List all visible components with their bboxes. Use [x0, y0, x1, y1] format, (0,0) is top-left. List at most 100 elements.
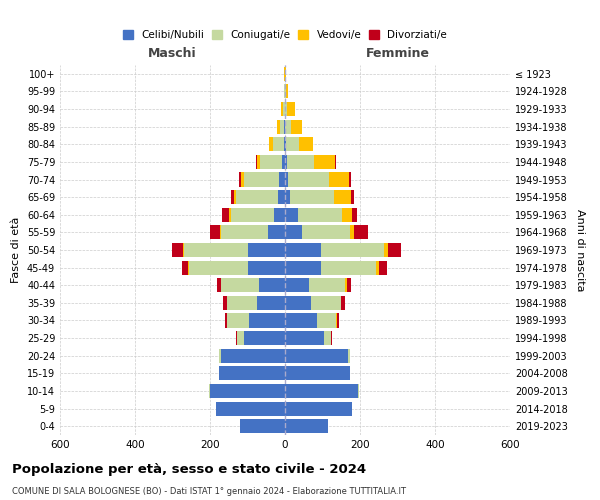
Bar	[285, 137, 286, 152]
Bar	[244, 172, 280, 186]
Bar	[343, 208, 352, 222]
Bar	[209, 226, 220, 239]
Bar	[268, 226, 285, 239]
Bar	[388, 243, 401, 257]
Bar	[273, 137, 284, 152]
Bar	[220, 366, 285, 380]
Bar	[230, 208, 274, 222]
Bar	[260, 155, 282, 169]
Text: Maschi: Maschi	[148, 46, 197, 60]
Bar	[314, 155, 335, 169]
Bar	[220, 226, 221, 239]
Bar	[285, 172, 288, 186]
Bar	[223, 296, 227, 310]
Bar	[217, 278, 221, 292]
Bar	[285, 384, 358, 398]
Bar	[349, 172, 351, 186]
Bar	[358, 384, 359, 398]
Bar	[285, 419, 328, 433]
Bar	[259, 278, 285, 292]
Bar	[284, 137, 285, 152]
Bar	[376, 260, 379, 274]
Bar	[236, 190, 277, 204]
Bar	[283, 102, 284, 116]
Bar	[281, 102, 283, 116]
Bar	[285, 402, 352, 415]
Bar	[290, 190, 334, 204]
Bar	[288, 172, 329, 186]
Text: COMUNE DI SALA BOLOGNESE (BO) - Dati ISTAT 1° gennaio 2024 - Elaborazione TUTTIT: COMUNE DI SALA BOLOGNESE (BO) - Dati IST…	[12, 488, 406, 496]
Bar	[222, 208, 229, 222]
Bar	[320, 260, 376, 274]
Bar	[236, 331, 237, 345]
Bar	[209, 384, 210, 398]
Bar	[341, 296, 345, 310]
Bar	[291, 120, 302, 134]
Bar	[345, 278, 347, 292]
Bar	[325, 331, 331, 345]
Bar	[257, 155, 260, 169]
Bar	[285, 155, 287, 169]
Bar	[352, 208, 358, 222]
Bar	[221, 226, 268, 239]
Bar	[241, 172, 244, 186]
Bar	[280, 172, 285, 186]
Bar	[285, 366, 349, 380]
Bar	[282, 155, 285, 169]
Bar	[285, 208, 298, 222]
Bar	[286, 102, 287, 116]
Bar	[274, 208, 285, 222]
Bar	[215, 402, 285, 415]
Bar	[347, 278, 350, 292]
Y-axis label: Fasce di età: Fasce di età	[11, 217, 21, 283]
Bar	[302, 226, 350, 239]
Bar	[320, 243, 383, 257]
Bar	[287, 102, 295, 116]
Bar	[221, 348, 285, 363]
Bar	[285, 348, 348, 363]
Bar	[383, 243, 388, 257]
Bar	[235, 190, 236, 204]
Bar	[237, 331, 244, 345]
Bar	[349, 366, 350, 380]
Bar	[285, 278, 310, 292]
Bar	[331, 331, 332, 345]
Bar	[285, 331, 325, 345]
Bar	[232, 190, 235, 204]
Bar	[172, 243, 182, 257]
Bar	[188, 260, 190, 274]
Text: Femmine: Femmine	[365, 46, 430, 60]
Bar	[298, 208, 343, 222]
Bar	[229, 208, 230, 222]
Bar	[227, 314, 250, 328]
Bar	[227, 296, 257, 310]
Bar	[220, 348, 221, 363]
Bar	[239, 172, 241, 186]
Bar	[269, 137, 273, 152]
Bar	[221, 278, 259, 292]
Bar	[348, 348, 350, 363]
Bar	[310, 278, 345, 292]
Bar	[287, 155, 314, 169]
Bar	[350, 190, 353, 204]
Bar	[210, 384, 285, 398]
Bar	[337, 314, 338, 328]
Legend: Celibi/Nubili, Coniugati/e, Vedovi/e, Divorziati/e: Celibi/Nubili, Coniugati/e, Vedovi/e, Di…	[119, 26, 451, 44]
Bar	[285, 260, 320, 274]
Bar	[311, 296, 341, 310]
Bar	[257, 296, 285, 310]
Bar	[329, 172, 349, 186]
Bar	[248, 243, 285, 257]
Bar	[285, 190, 290, 204]
Bar	[285, 314, 317, 328]
Bar	[379, 260, 386, 274]
Bar	[248, 260, 285, 274]
Bar	[250, 314, 285, 328]
Bar	[335, 155, 336, 169]
Bar	[284, 120, 285, 134]
Bar	[190, 260, 248, 274]
Bar	[280, 120, 284, 134]
Bar	[218, 366, 220, 380]
Bar	[244, 331, 285, 345]
Bar	[286, 137, 299, 152]
